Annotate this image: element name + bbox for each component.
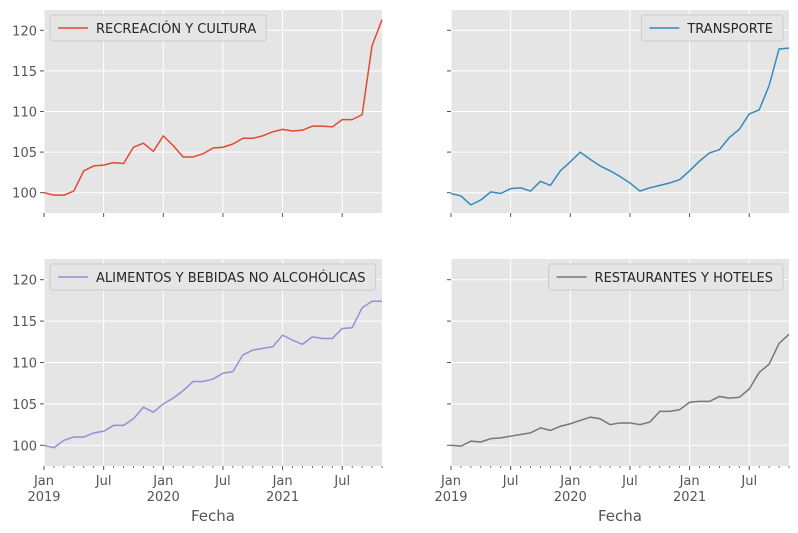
x-axis-label: Fecha [598,507,642,525]
series-line [43,300,382,449]
x-tick-year-label: 2019 [27,490,60,505]
legend-label: TRANSPORTE [686,22,773,37]
x-tick-month-label: Jul [621,474,638,489]
x-tick-month-label: Jul [95,474,112,489]
legend-label: ALIMENTOS Y BEBIDAS NO ALCOHÓLICAS [96,270,366,286]
y-tick-label: 100 [12,439,37,454]
y-tick-label: 110 [12,357,37,372]
x-tick-month-label: Jul [740,474,757,489]
x-tick-month-label: Jan [152,474,173,489]
legend-box [49,263,377,291]
legend-box [49,14,267,42]
x-tick-month-label: Jan [33,474,54,489]
x-tick-month-label: Jan [440,474,461,489]
x-tick-month-label: Jul [214,474,231,489]
x-tick-month-label: Jul [502,474,519,489]
x-tick-month-label: Jan [272,474,293,489]
x-tick-year-label: 2019 [434,490,467,505]
y-tick-label: 110 [12,106,37,121]
y-tick-label: 100 [12,187,37,202]
legend: ALIMENTOS Y BEBIDAS NO ALCOHÓLICAS [49,263,377,291]
legend-box [640,14,784,42]
legend: RECREACIÓN Y CULTURA [49,14,267,42]
legend-box [548,263,784,291]
subplot-2: TRANSPORTE [447,10,790,217]
y-tick-label: 105 [12,146,37,161]
x-tick-month-label: Jan [679,474,700,489]
subplot-1: 100 105 110 115 120 RECREACIÓN Y CULTURA [12,10,383,217]
legend-label: RESTAURANTES Y HOTELES [595,271,773,286]
x-tick-year-label: 2021 [673,490,706,505]
x-tick-month-label: Jan [559,474,580,489]
y-tick-label: 115 [12,315,37,330]
legend-label: RECREACIÓN Y CULTURA [96,21,256,37]
x-tick-month-label: Jul [333,474,350,489]
series-line [43,19,383,196]
y-tick-label: 105 [12,398,37,413]
y-tick-label: 120 [12,24,37,39]
series-line [450,47,790,206]
x-tick-year-label: 2020 [147,490,180,505]
series-line [450,333,790,447]
x-tick-year-label: 2020 [554,490,587,505]
y-tick-label: 115 [12,65,37,80]
legend: TRANSPORTE [640,14,784,42]
x-tick-year-label: 2021 [266,490,299,505]
legend: RESTAURANTES Y HOTELES [548,263,784,291]
y-tick-label: 120 [12,274,37,289]
x-axis-label: Fecha [191,507,235,525]
